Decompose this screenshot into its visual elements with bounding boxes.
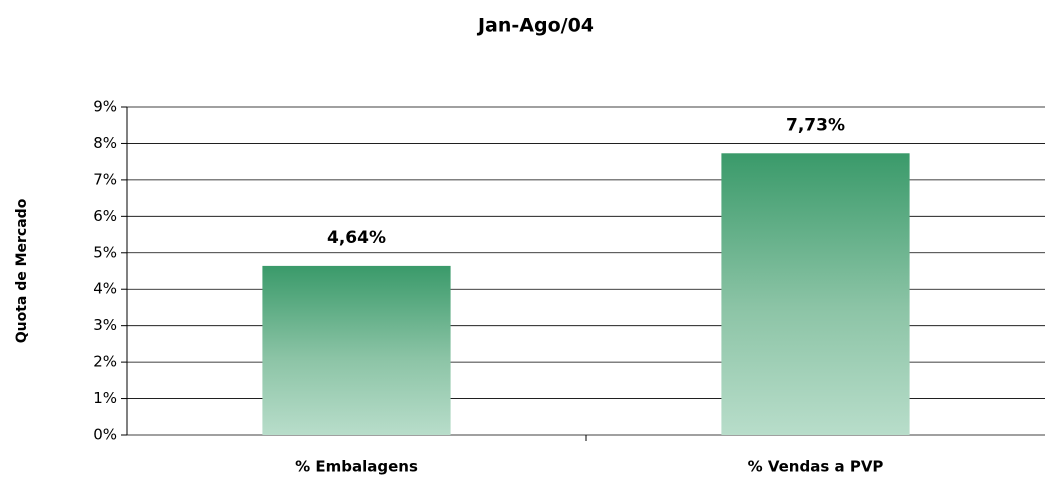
y-tick-label: 0% [93, 426, 117, 444]
chart-title: Jan-Ago/04 [476, 15, 594, 37]
y-tick-label: 3% [93, 316, 117, 334]
y-tick-label: 9% [93, 98, 117, 116]
y-tick-label: 8% [93, 134, 117, 152]
y-tick-label: 1% [93, 389, 117, 407]
x-tick-label: % Embalagens [295, 458, 418, 476]
y-tick-label: 7% [93, 170, 117, 188]
y-tick-label: 2% [93, 353, 117, 371]
bar [721, 153, 910, 436]
y-tick-label: 4% [93, 280, 117, 298]
x-tick-label: % Vendas a PVP [748, 458, 884, 476]
y-tick-label: 6% [93, 207, 117, 225]
y-axis-label: Quota de Mercado [14, 198, 30, 343]
bar [262, 265, 451, 435]
y-tick-label: 5% [93, 243, 117, 261]
data-label: 7,73% [786, 115, 845, 135]
data-label: 4,64% [327, 228, 386, 248]
